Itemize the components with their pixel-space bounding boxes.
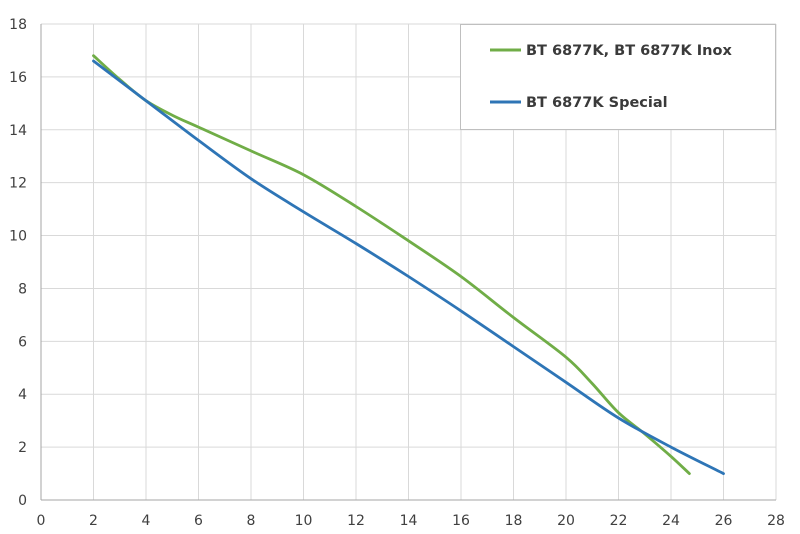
y-tick-label: 6: [18, 334, 27, 350]
x-tick-label: 12: [347, 513, 365, 529]
series-group: [92, 54, 725, 475]
x-tick-label: 2: [89, 513, 98, 529]
x-tick-label: 6: [194, 513, 203, 529]
y-tick-label: 16: [9, 70, 27, 86]
x-tick-label: 10: [295, 513, 313, 529]
x-tick-label: 28: [767, 513, 785, 529]
series-line-2: [92, 59, 725, 475]
legend: BT 6877K, BT 6877K Inox BT 6877K Special: [460, 24, 776, 130]
y-tick-label: 4: [18, 387, 27, 403]
legend-box: [460, 24, 776, 130]
x-tick-label: 14: [400, 513, 418, 529]
x-tick-label: 0: [37, 513, 46, 529]
x-tick-label: 8: [247, 513, 256, 529]
y-tick-label: 8: [18, 281, 27, 297]
y-tick-label: 2: [18, 440, 27, 456]
x-tick-label: 4: [142, 513, 151, 529]
y-tick-label: 18: [9, 17, 27, 33]
y-tick-label: 12: [9, 176, 27, 192]
x-tick-label: 20: [557, 513, 575, 529]
x-tick-label: 22: [610, 513, 628, 529]
x-tick-label: 26: [715, 513, 733, 529]
series-line-1: [92, 54, 691, 475]
x-tick-label: 16: [452, 513, 470, 529]
y-tick-label: 14: [9, 123, 27, 139]
x-tick-label: 24: [662, 513, 680, 529]
legend-label-2: BT 6877K Special: [526, 95, 668, 111]
x-tick-label: 18: [505, 513, 523, 529]
legend-label-1: BT 6877K, BT 6877K Inox: [526, 43, 732, 59]
y-tick-label: 10: [9, 229, 27, 245]
y-tick-label: 0: [18, 493, 27, 509]
